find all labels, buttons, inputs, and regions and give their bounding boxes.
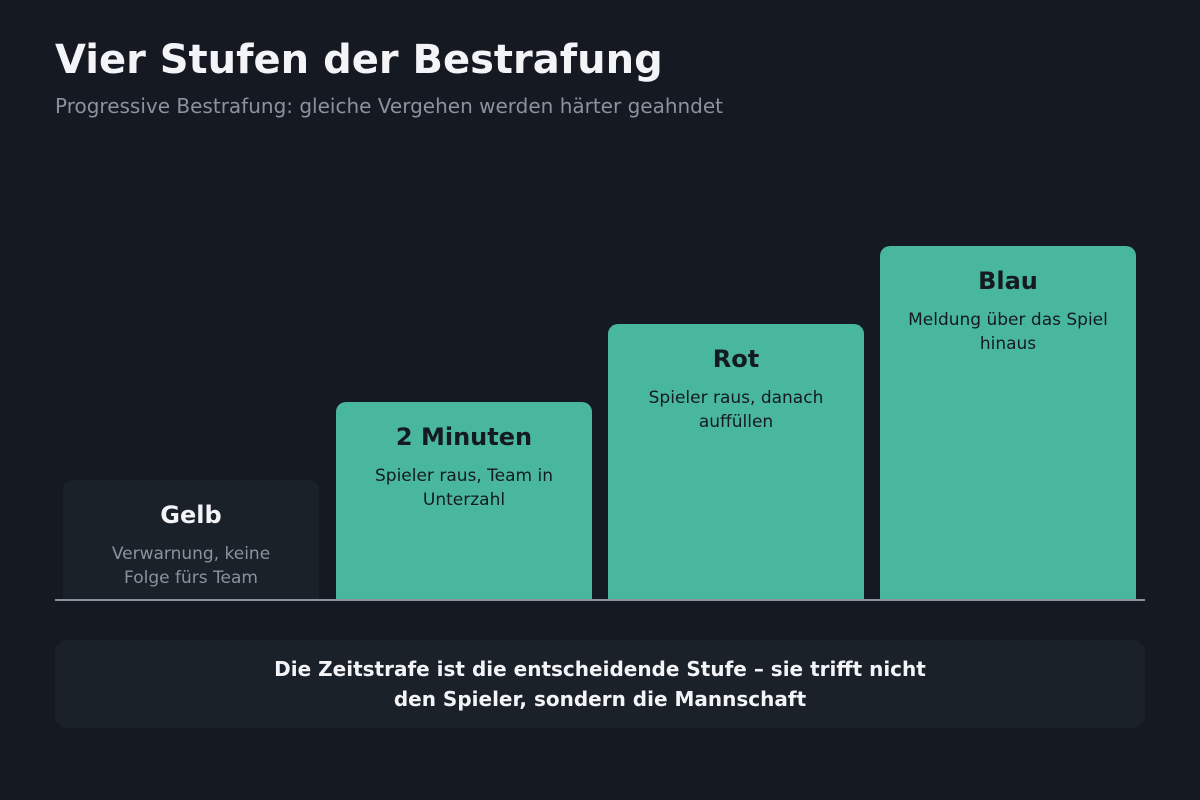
stage-name: Rot (712, 345, 760, 373)
stage-2-minuten: 2 Minuten Spieler raus, Team in Unterzah… (336, 402, 592, 600)
stage-rot: Rot Spieler raus, danach auffüllen (608, 324, 864, 600)
stage-gelb: Gelb Verwarnung, keine Folge fürs Team (63, 480, 319, 600)
page-title: Vier Stufen der Bestrafung (55, 37, 663, 83)
stage-description: Meldung über das Spiel hinaus (908, 310, 1108, 354)
stage-name: Gelb (160, 501, 222, 529)
stage-blau: Blau Meldung über das Spiel hinaus (880, 246, 1136, 600)
stage-name: Blau (978, 267, 1038, 295)
baseline-divider (55, 599, 1145, 601)
callout-text: Die Zeitstrafe ist die entscheidende Stu… (274, 657, 926, 711)
page-subtitle: Progressive Bestrafung: gleiche Vergehen… (55, 94, 724, 118)
stage-name: 2 Minuten (395, 423, 533, 451)
stage-description: Spieler raus, danach auffüllen (648, 388, 824, 432)
stage-description: Verwarnung, keine Folge fürs Team (111, 544, 271, 588)
stage-description: Spieler raus, Team in Unterzahl (374, 466, 554, 510)
callout-box: Die Zeitstrafe ist die entscheidende Stu… (55, 640, 1145, 728)
